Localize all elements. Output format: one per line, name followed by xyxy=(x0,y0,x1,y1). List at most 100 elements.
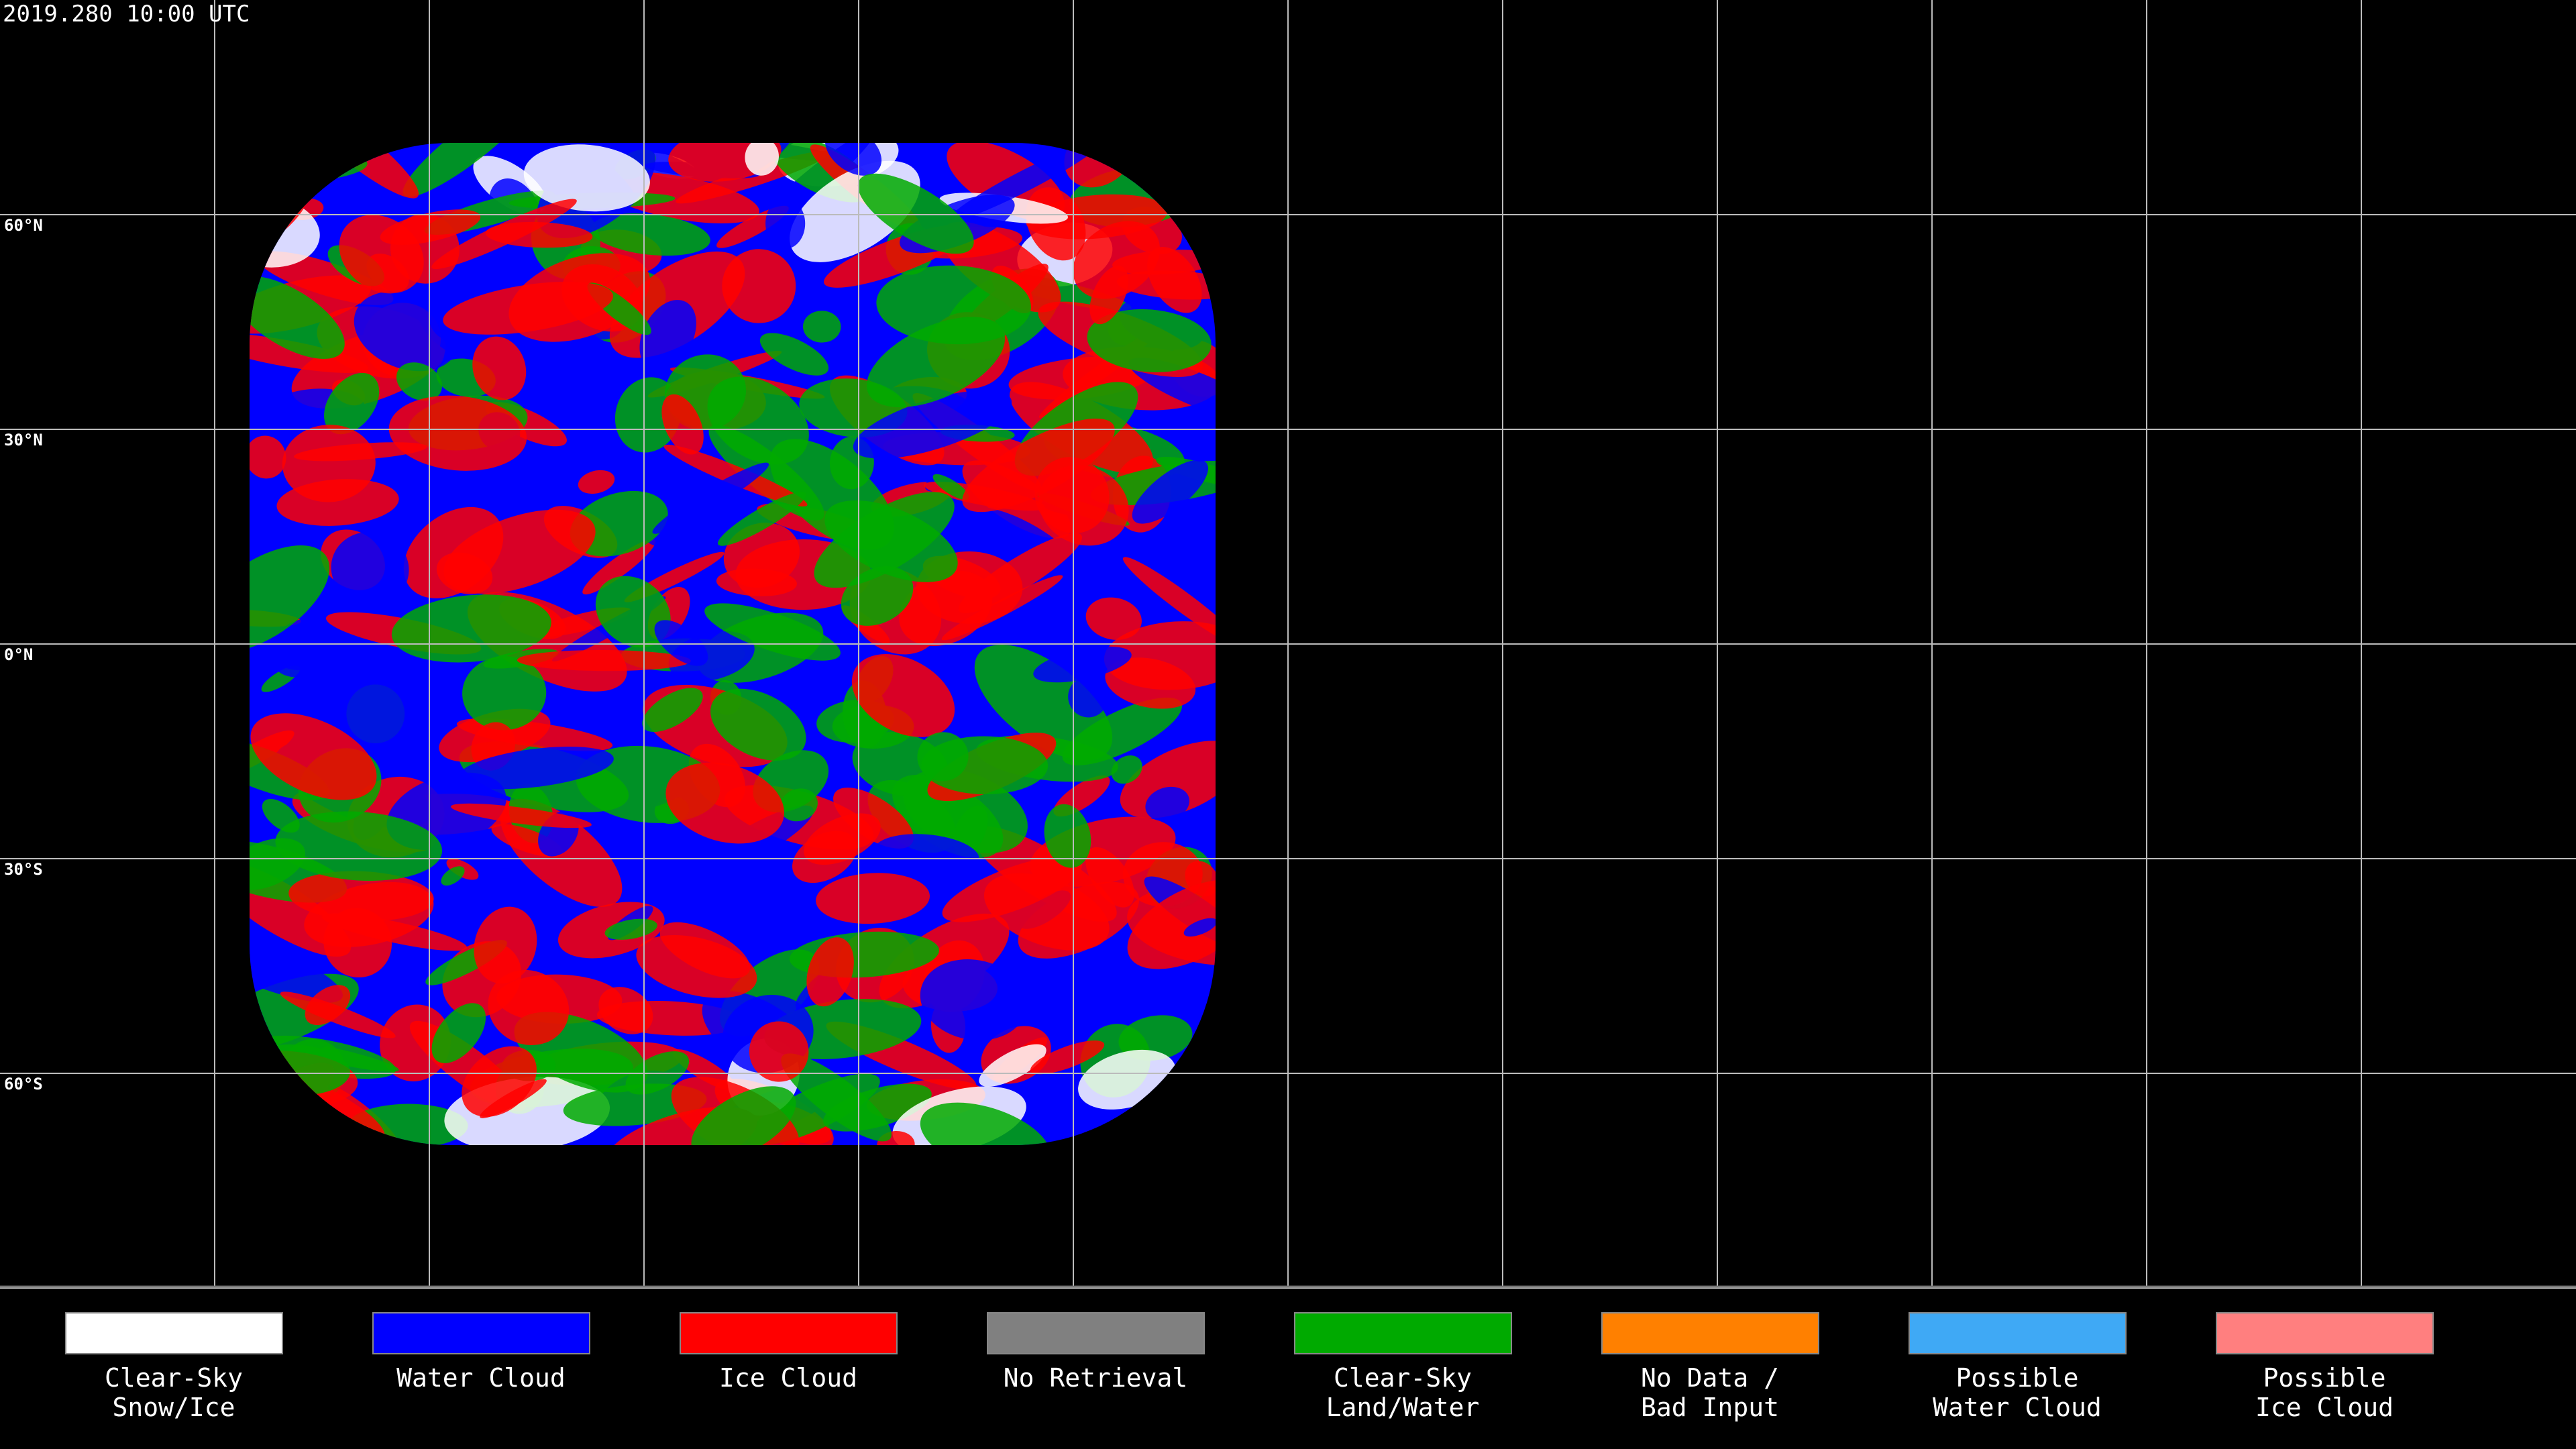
legend-label: Ice Cloud xyxy=(719,1363,857,1393)
cloud-patch xyxy=(979,1044,1046,1087)
cloud-patch xyxy=(268,630,334,671)
cloud-patch xyxy=(380,1004,451,1081)
legend-label: Water Cloud xyxy=(396,1363,566,1393)
cloud-patch xyxy=(280,991,396,1038)
legend-swatch xyxy=(1601,1312,1819,1354)
cloud-patch xyxy=(443,281,613,335)
cloud-patch xyxy=(275,811,443,881)
cloud-patch xyxy=(636,935,757,998)
cloud-patch xyxy=(282,425,376,502)
cloud-patch xyxy=(1111,755,1142,784)
cloud-patch xyxy=(322,913,468,951)
cloud-patch xyxy=(250,860,352,957)
cloud-patch xyxy=(1033,646,1132,683)
cloud-patch xyxy=(474,906,537,984)
legend-label: Possible xyxy=(1955,1363,2078,1393)
cloud-patch xyxy=(250,545,330,653)
lat-label: 30°N xyxy=(4,431,43,449)
cloud-patch xyxy=(488,969,570,1045)
cloud-patch xyxy=(941,575,1063,641)
cloud-patch xyxy=(578,470,615,494)
lat-label: 0°N xyxy=(4,645,33,664)
cloud-patch xyxy=(876,265,1031,345)
cloud-patch xyxy=(431,199,577,270)
legend-swatch xyxy=(2216,1312,2434,1354)
legend-label: Bad Input xyxy=(1641,1393,1779,1422)
legend-swatch xyxy=(372,1312,590,1354)
cloud-patch xyxy=(857,173,974,254)
cloud-patch xyxy=(403,506,504,598)
cloud-patch xyxy=(958,533,1082,614)
cloud-patch xyxy=(1085,597,1142,640)
cloud-patch xyxy=(250,276,345,359)
cloud-patch xyxy=(388,395,527,471)
legend-label: Snow/Ice xyxy=(112,1393,235,1422)
cloud-patch xyxy=(441,866,465,886)
cloud-patch xyxy=(691,1086,796,1145)
cloud-patch xyxy=(595,576,671,648)
cloud-patch xyxy=(802,311,841,343)
cloud-patch xyxy=(745,143,779,176)
legend-label: Ice Cloud xyxy=(2255,1393,2394,1422)
lat-label: 60°N xyxy=(4,216,43,235)
cloud-patch xyxy=(920,959,1027,1040)
cloud-patch xyxy=(948,143,1102,221)
cloud-patch xyxy=(707,376,809,465)
cloud-patch xyxy=(614,377,682,453)
cloud-patch xyxy=(402,143,535,197)
cloud-patch xyxy=(654,620,708,666)
cloud-patch xyxy=(450,803,592,828)
legend-label: Clear-Sky xyxy=(1334,1363,1472,1393)
legend-label: Clear-Sky xyxy=(105,1363,243,1393)
cloud-patch xyxy=(765,198,806,249)
cloud-patch xyxy=(642,688,703,733)
cloud-patch xyxy=(288,871,434,921)
cloud-patch xyxy=(1087,309,1212,372)
satellite-coverage xyxy=(250,143,1216,1145)
cloud-patch xyxy=(665,762,784,844)
cloud-patch xyxy=(873,834,979,876)
cloud-patch xyxy=(824,500,958,582)
cloud-patch xyxy=(851,654,955,737)
cloud-patch xyxy=(704,603,841,661)
cloud-patch xyxy=(1183,918,1216,937)
legend-label: Water Cloud xyxy=(1933,1393,2102,1422)
lat-label: 30°S xyxy=(4,860,43,879)
cloud-patch xyxy=(472,336,527,400)
cloud-patch xyxy=(331,532,409,606)
cloud-patch xyxy=(250,929,343,1003)
cloud-patch xyxy=(250,713,377,800)
cloud-patch xyxy=(759,333,829,376)
cloud-patch xyxy=(1122,557,1216,647)
legend-swatch xyxy=(65,1312,283,1354)
cloud-patch xyxy=(749,1021,809,1082)
cloud-patch xyxy=(354,291,459,372)
cloud-patch xyxy=(710,688,806,761)
cloud-patch xyxy=(458,746,614,790)
lat-labels: 60°N 30°N 0°N 30°S 60°S xyxy=(4,216,43,1093)
cloud-patch xyxy=(639,300,696,372)
cloud-patch xyxy=(1105,657,1196,709)
cloud-patch xyxy=(932,474,969,500)
cloud-patch xyxy=(1132,460,1209,524)
cloud-patch xyxy=(523,144,650,212)
cloud-patch xyxy=(816,873,930,924)
timestamp: 2019.280 10:00 UTC xyxy=(3,1,250,28)
cloud-patch xyxy=(1145,786,1190,821)
cloud-patch xyxy=(920,1102,1051,1145)
graticule xyxy=(0,0,2576,1289)
cloud-patch xyxy=(250,435,286,479)
legend-swatch xyxy=(1909,1312,2127,1354)
cloud-patch xyxy=(962,418,1115,513)
cloud-patch xyxy=(324,372,380,435)
cloud-patch xyxy=(1044,804,1091,868)
cloud-patch xyxy=(1085,847,1134,908)
cloud-patch xyxy=(1062,697,1183,765)
cloud-patch xyxy=(722,249,796,323)
cloud-patch xyxy=(590,213,710,256)
cloud-patch xyxy=(1114,965,1216,1005)
legend-label: Possible xyxy=(2263,1363,2385,1393)
cloud-patch xyxy=(563,1083,707,1126)
